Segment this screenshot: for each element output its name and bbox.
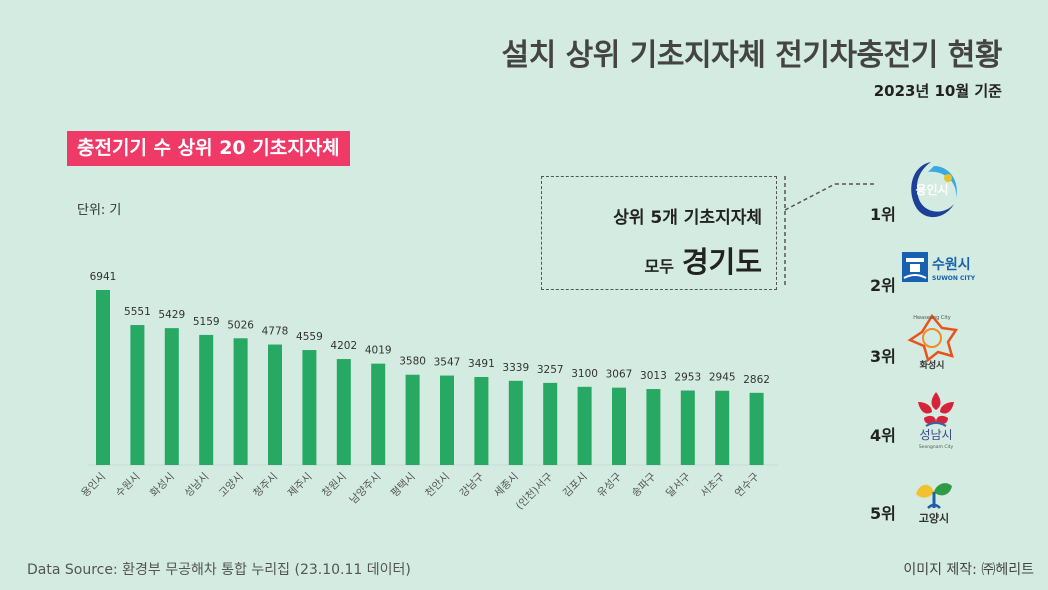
bar-4 xyxy=(199,334,214,465)
unit-label: 단위: 기 xyxy=(77,203,122,218)
rank-1-label: 1위 xyxy=(870,205,896,224)
bar-1 xyxy=(96,290,110,465)
hwaseong-logo-sub: Hwaseong City xyxy=(913,315,950,321)
value-label-3: 5429 xyxy=(158,309,185,321)
rank-3-label: 3위 xyxy=(870,347,896,366)
rank-5-label: 5위 xyxy=(870,504,896,523)
bar-15 xyxy=(577,386,592,465)
page-title: 설치 상위 기초지자체 전기차충전기 현황 xyxy=(501,38,1003,73)
bar-19 xyxy=(715,390,730,465)
bar-16 xyxy=(612,387,626,465)
value-label-16: 3067 xyxy=(606,369,633,381)
value-label-17: 3013 xyxy=(640,370,667,382)
bar-10 xyxy=(405,374,420,465)
callout-line2: 모두 경기도 xyxy=(645,239,763,281)
bar-13 xyxy=(508,380,523,465)
value-label-18: 2953 xyxy=(674,372,701,384)
callout-box: 상위 5개 기초지자체 모두 경기도 xyxy=(541,176,777,290)
suwon-logo-sub: SUWON CITY xyxy=(932,275,976,282)
value-label-2: 5551 xyxy=(124,306,151,318)
callout-prefix: 모두 xyxy=(644,257,674,276)
suwon-logo: 수원시 SUWON CITY xyxy=(902,252,976,282)
seongnam-logo-sub: Seongnam City xyxy=(919,444,954,450)
bar-17 xyxy=(646,389,661,465)
value-label-11: 3547 xyxy=(434,357,461,369)
bar-6 xyxy=(268,344,282,465)
image-credit: 이미지 제작: ㈜헤리트 xyxy=(903,562,1034,578)
date-note: 2023년 10월 기준 xyxy=(873,82,1002,100)
bar-12 xyxy=(474,376,489,465)
hwaseong-logo: Hwaseong City 화성시 xyxy=(907,313,959,371)
value-label-10: 3580 xyxy=(399,356,426,368)
callout-line1: 상위 5개 기초지자체 xyxy=(613,208,762,228)
bar-7 xyxy=(302,350,317,465)
value-label-6: 4778 xyxy=(262,326,289,338)
yongin-logo-text: 용인시 xyxy=(915,182,948,197)
rank-4-label: 4위 xyxy=(870,426,896,445)
data-source: Data Source: 환경부 무공해차 통합 누리집 (23.10.11 데… xyxy=(27,562,411,578)
bar-20 xyxy=(749,392,764,465)
bar-2 xyxy=(130,325,145,465)
seongnam-logo-text: 성남시 xyxy=(919,428,952,442)
bar-18 xyxy=(680,390,695,465)
bar-9 xyxy=(371,363,386,465)
yongin-logo: 용인시 xyxy=(911,162,957,218)
bar-5 xyxy=(233,338,248,465)
suwon-logo-text: 수원시 xyxy=(932,257,971,273)
value-label-5: 5026 xyxy=(227,319,254,331)
value-label-12: 3491 xyxy=(468,358,495,370)
bar-3 xyxy=(164,328,179,465)
callout-emphasis: 경기도 xyxy=(681,245,762,279)
bar-8 xyxy=(336,359,351,465)
value-label-14: 3257 xyxy=(537,364,564,376)
value-label-8: 4202 xyxy=(330,340,357,352)
value-label-4: 5159 xyxy=(193,316,220,328)
value-label-15: 3100 xyxy=(571,368,598,380)
value-label-19: 2945 xyxy=(709,372,736,384)
hwaseong-logo-text: 화성시 xyxy=(920,359,945,371)
bar-11 xyxy=(440,375,454,465)
seongnam-logo: 성남시 Seongnam City xyxy=(918,392,954,450)
value-label-20: 2862 xyxy=(743,374,770,386)
chart-badge: 충전기기 수 상위 20 기초지자체 xyxy=(67,131,350,166)
rank-2-label: 2위 xyxy=(870,276,896,295)
value-label-9: 4019 xyxy=(365,345,392,357)
value-label-13: 3339 xyxy=(502,362,529,374)
value-label-7: 4559 xyxy=(296,331,323,343)
goyang-logo-text: 고양시 xyxy=(919,511,949,525)
value-label-1: 6941 xyxy=(90,271,117,283)
goyang-logo: 고양시 xyxy=(916,483,952,525)
bar-14 xyxy=(543,382,558,465)
